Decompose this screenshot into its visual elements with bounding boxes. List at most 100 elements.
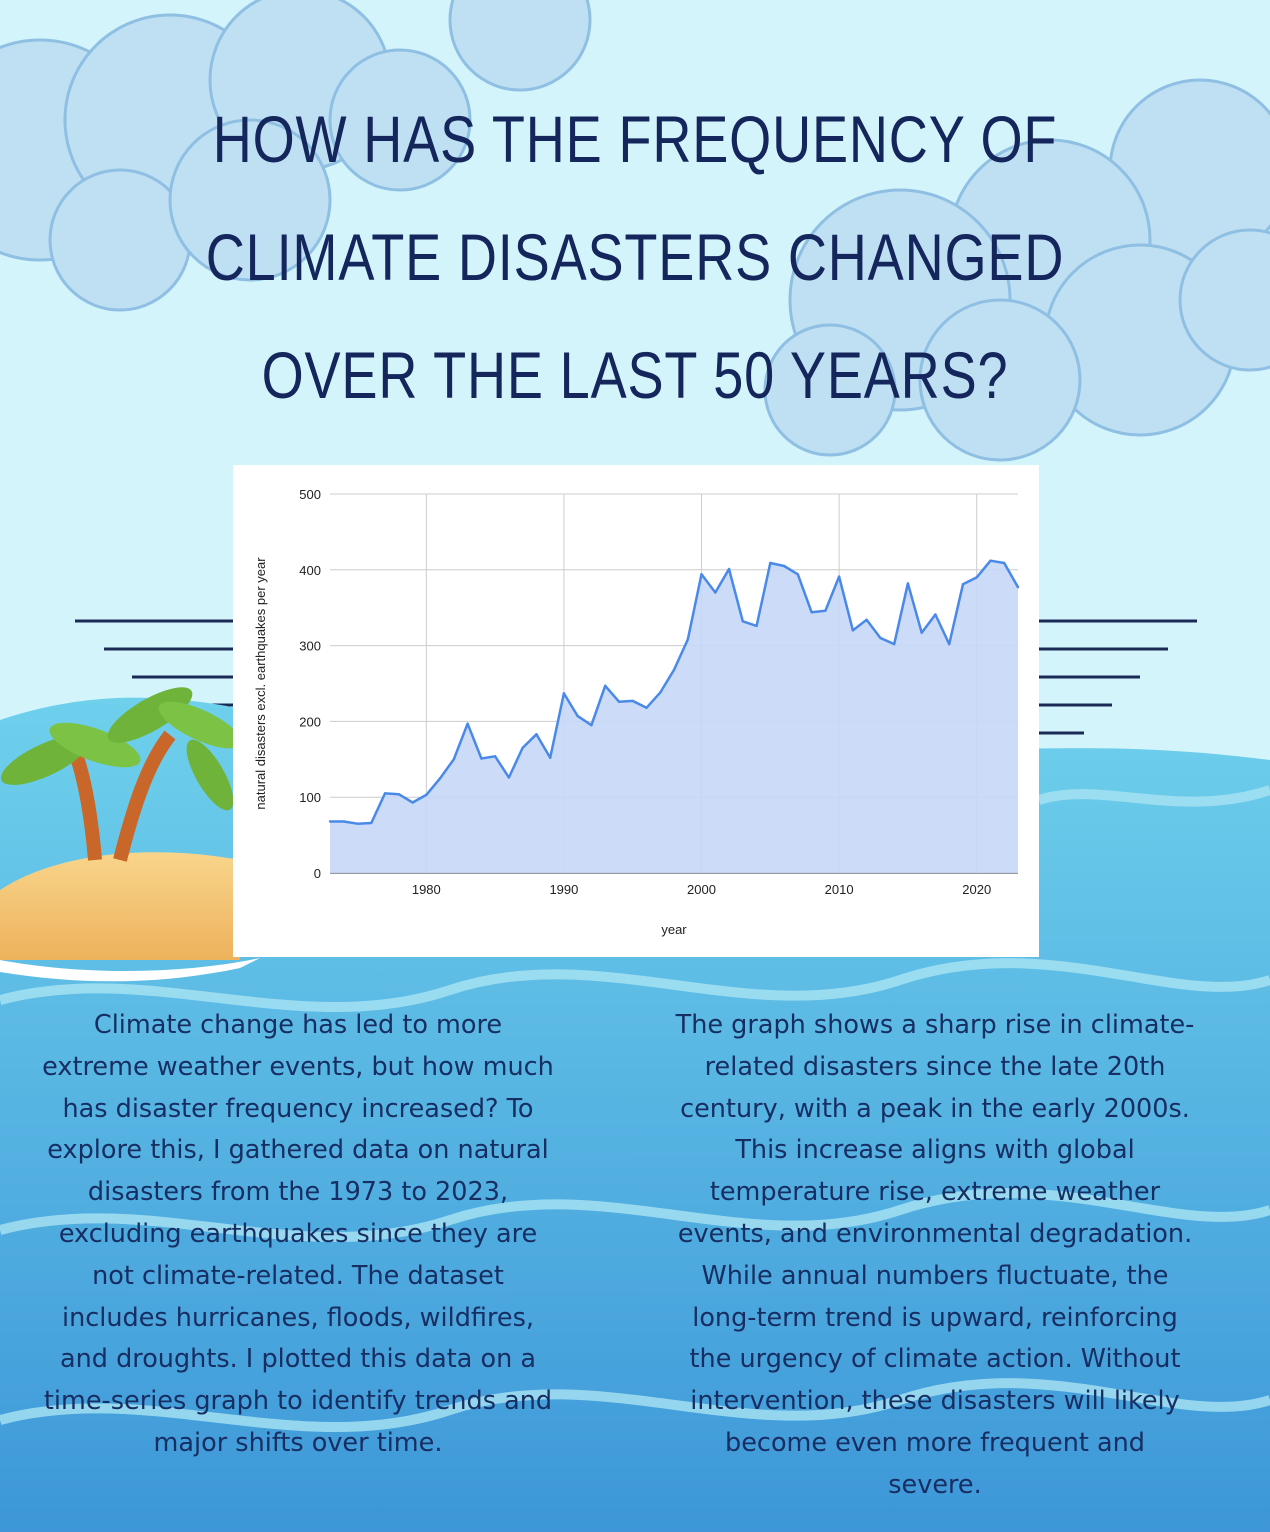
data-point — [425, 793, 428, 797]
data-point — [1016, 586, 1020, 589]
data-point — [920, 631, 923, 634]
data-point — [480, 757, 483, 760]
paragraph-line: Climate change has led to more — [93, 1010, 503, 1040]
data-point — [824, 609, 827, 612]
y-tick-label: 0 — [314, 866, 321, 881]
page-title: HOW HAS THE FREQUENCY OF CLIMATE DISASTE… — [184, 80, 1086, 434]
data-point — [879, 636, 882, 640]
data-point — [810, 611, 813, 614]
paragraph-line: become even more frequent and — [725, 1427, 1145, 1458]
paragraph-line: the urgency of climate action. Without — [689, 1344, 1181, 1375]
data-point — [617, 700, 621, 703]
data-point — [438, 777, 442, 780]
data-point — [548, 756, 552, 759]
paragraph-line: long-term trend is upward, reinforcing — [692, 1302, 1178, 1333]
paragraph-line: This increase aligns with global — [735, 1135, 1135, 1166]
data-point — [370, 821, 373, 825]
data-point — [466, 722, 469, 725]
paragraph-line: events, and environmental degradation. — [677, 1218, 1193, 1249]
data-point — [631, 699, 634, 703]
data-point — [782, 564, 786, 568]
paragraph-line: disasters from the 1973 to 2023, — [87, 1177, 509, 1208]
data-point — [837, 575, 841, 578]
data-point — [342, 820, 345, 823]
data-point — [383, 792, 387, 795]
paragraph-line: and droughts. I plotted this data on a — [60, 1344, 536, 1375]
paragraph-line: explore this, I gathered data on natural — [47, 1135, 549, 1166]
disaster-frequency-chart: 0 100 200 300 400 500 1980 1990 2000 2010 2020 nat… — [253, 487, 1020, 937]
data-point — [535, 733, 538, 736]
data-point — [507, 776, 511, 779]
title-line: OVER THE LAST 50 YEARS? — [261, 338, 1009, 412]
paragraph-line: extreme weather events, but how much — [42, 1051, 554, 1082]
x-tick-label: 1990 — [549, 882, 578, 897]
y-tick-label: 100 — [299, 790, 321, 805]
data-point — [906, 582, 910, 585]
data-point — [659, 691, 662, 694]
y-axis-label: natural disasters excl. earthquakes per … — [253, 557, 268, 810]
paragraph-line: related disasters since the late 20th — [704, 1051, 1166, 1082]
paragraph-line: While annual numbers fluctuate, the — [701, 1260, 1169, 1291]
paragraph-line: major shifts over time. — [153, 1427, 443, 1458]
data-point — [521, 746, 524, 750]
data-point — [452, 758, 456, 761]
chart-card: 0 100 200 300 400 500 1980 1990 2000 2010 2020 nat… — [233, 465, 1039, 957]
title-line: CLIMATE DISASTERS CHANGED — [205, 220, 1065, 294]
series-area-fill — [330, 560, 1018, 873]
data-point — [397, 792, 400, 796]
data-point — [686, 638, 689, 641]
data-point — [493, 755, 497, 758]
data-point — [755, 624, 758, 628]
data-point — [604, 684, 607, 687]
x-tick-label: 1980 — [412, 882, 441, 897]
data-point — [989, 559, 992, 562]
data-point — [562, 692, 566, 695]
data-point — [714, 591, 717, 594]
data-point — [975, 576, 978, 579]
paragraph-line: includes hurricanes, floods, wildfires, — [62, 1302, 534, 1333]
data-point — [356, 822, 359, 825]
x-tick-label: 2020 — [962, 882, 991, 897]
data-point — [769, 561, 772, 565]
paragraph-line: has disaster frequency increased? To — [62, 1093, 534, 1124]
data-point — [851, 629, 855, 632]
paragraph-line: The graph shows a sharp rise in climate- — [675, 1010, 1195, 1040]
data-point — [948, 642, 951, 646]
data-point — [892, 642, 896, 646]
analysis-paragraph: The graph shows a sharp rise in climate-… — [640, 1005, 1230, 1507]
data-point — [934, 613, 937, 616]
data-point — [411, 801, 414, 804]
paragraph-line: temperature rise, extreme weather — [709, 1177, 1161, 1208]
data-point — [741, 620, 744, 623]
data-point — [576, 714, 579, 718]
paragraph-line: excluding earthquakes since they are — [58, 1218, 538, 1249]
paragraph-line: not climate-related. The dataset — [92, 1260, 504, 1291]
paragraph-line: time-series graph to identify trends and — [43, 1386, 553, 1417]
data-point — [672, 668, 676, 672]
data-point — [727, 567, 731, 571]
x-tick-label: 2000 — [687, 882, 716, 897]
paragraph-line: century, with a peak in the early 2000s. — [680, 1093, 1190, 1124]
palm-tree-island — [0, 687, 260, 982]
horizon-stripes-right — [1039, 619, 1197, 763]
data-point — [796, 573, 800, 576]
data-point — [645, 706, 648, 709]
title-line: HOW HAS THE FREQUENCY OF — [212, 102, 1058, 176]
y-tick-label: 300 — [299, 639, 321, 654]
ocean-waves — [0, 785, 1270, 1432]
y-tick-label: 500 — [299, 487, 321, 502]
intro-paragraph: Climate change has led to more extreme we… — [8, 1005, 588, 1465]
data-point — [865, 618, 868, 622]
y-tick-label: 200 — [299, 714, 321, 729]
x-tick-label: 2010 — [825, 882, 854, 897]
paragraph-line: severe. — [888, 1469, 982, 1500]
top-left-cloud — [0, 0, 592, 312]
top-right-cloud — [763, 78, 1270, 462]
data-point — [328, 820, 332, 823]
data-point — [961, 583, 965, 586]
x-axis-label: year — [661, 922, 687, 937]
data-point — [590, 723, 593, 727]
data-point — [700, 573, 703, 576]
data-point — [1003, 561, 1006, 565]
y-tick-label: 400 — [299, 563, 321, 578]
